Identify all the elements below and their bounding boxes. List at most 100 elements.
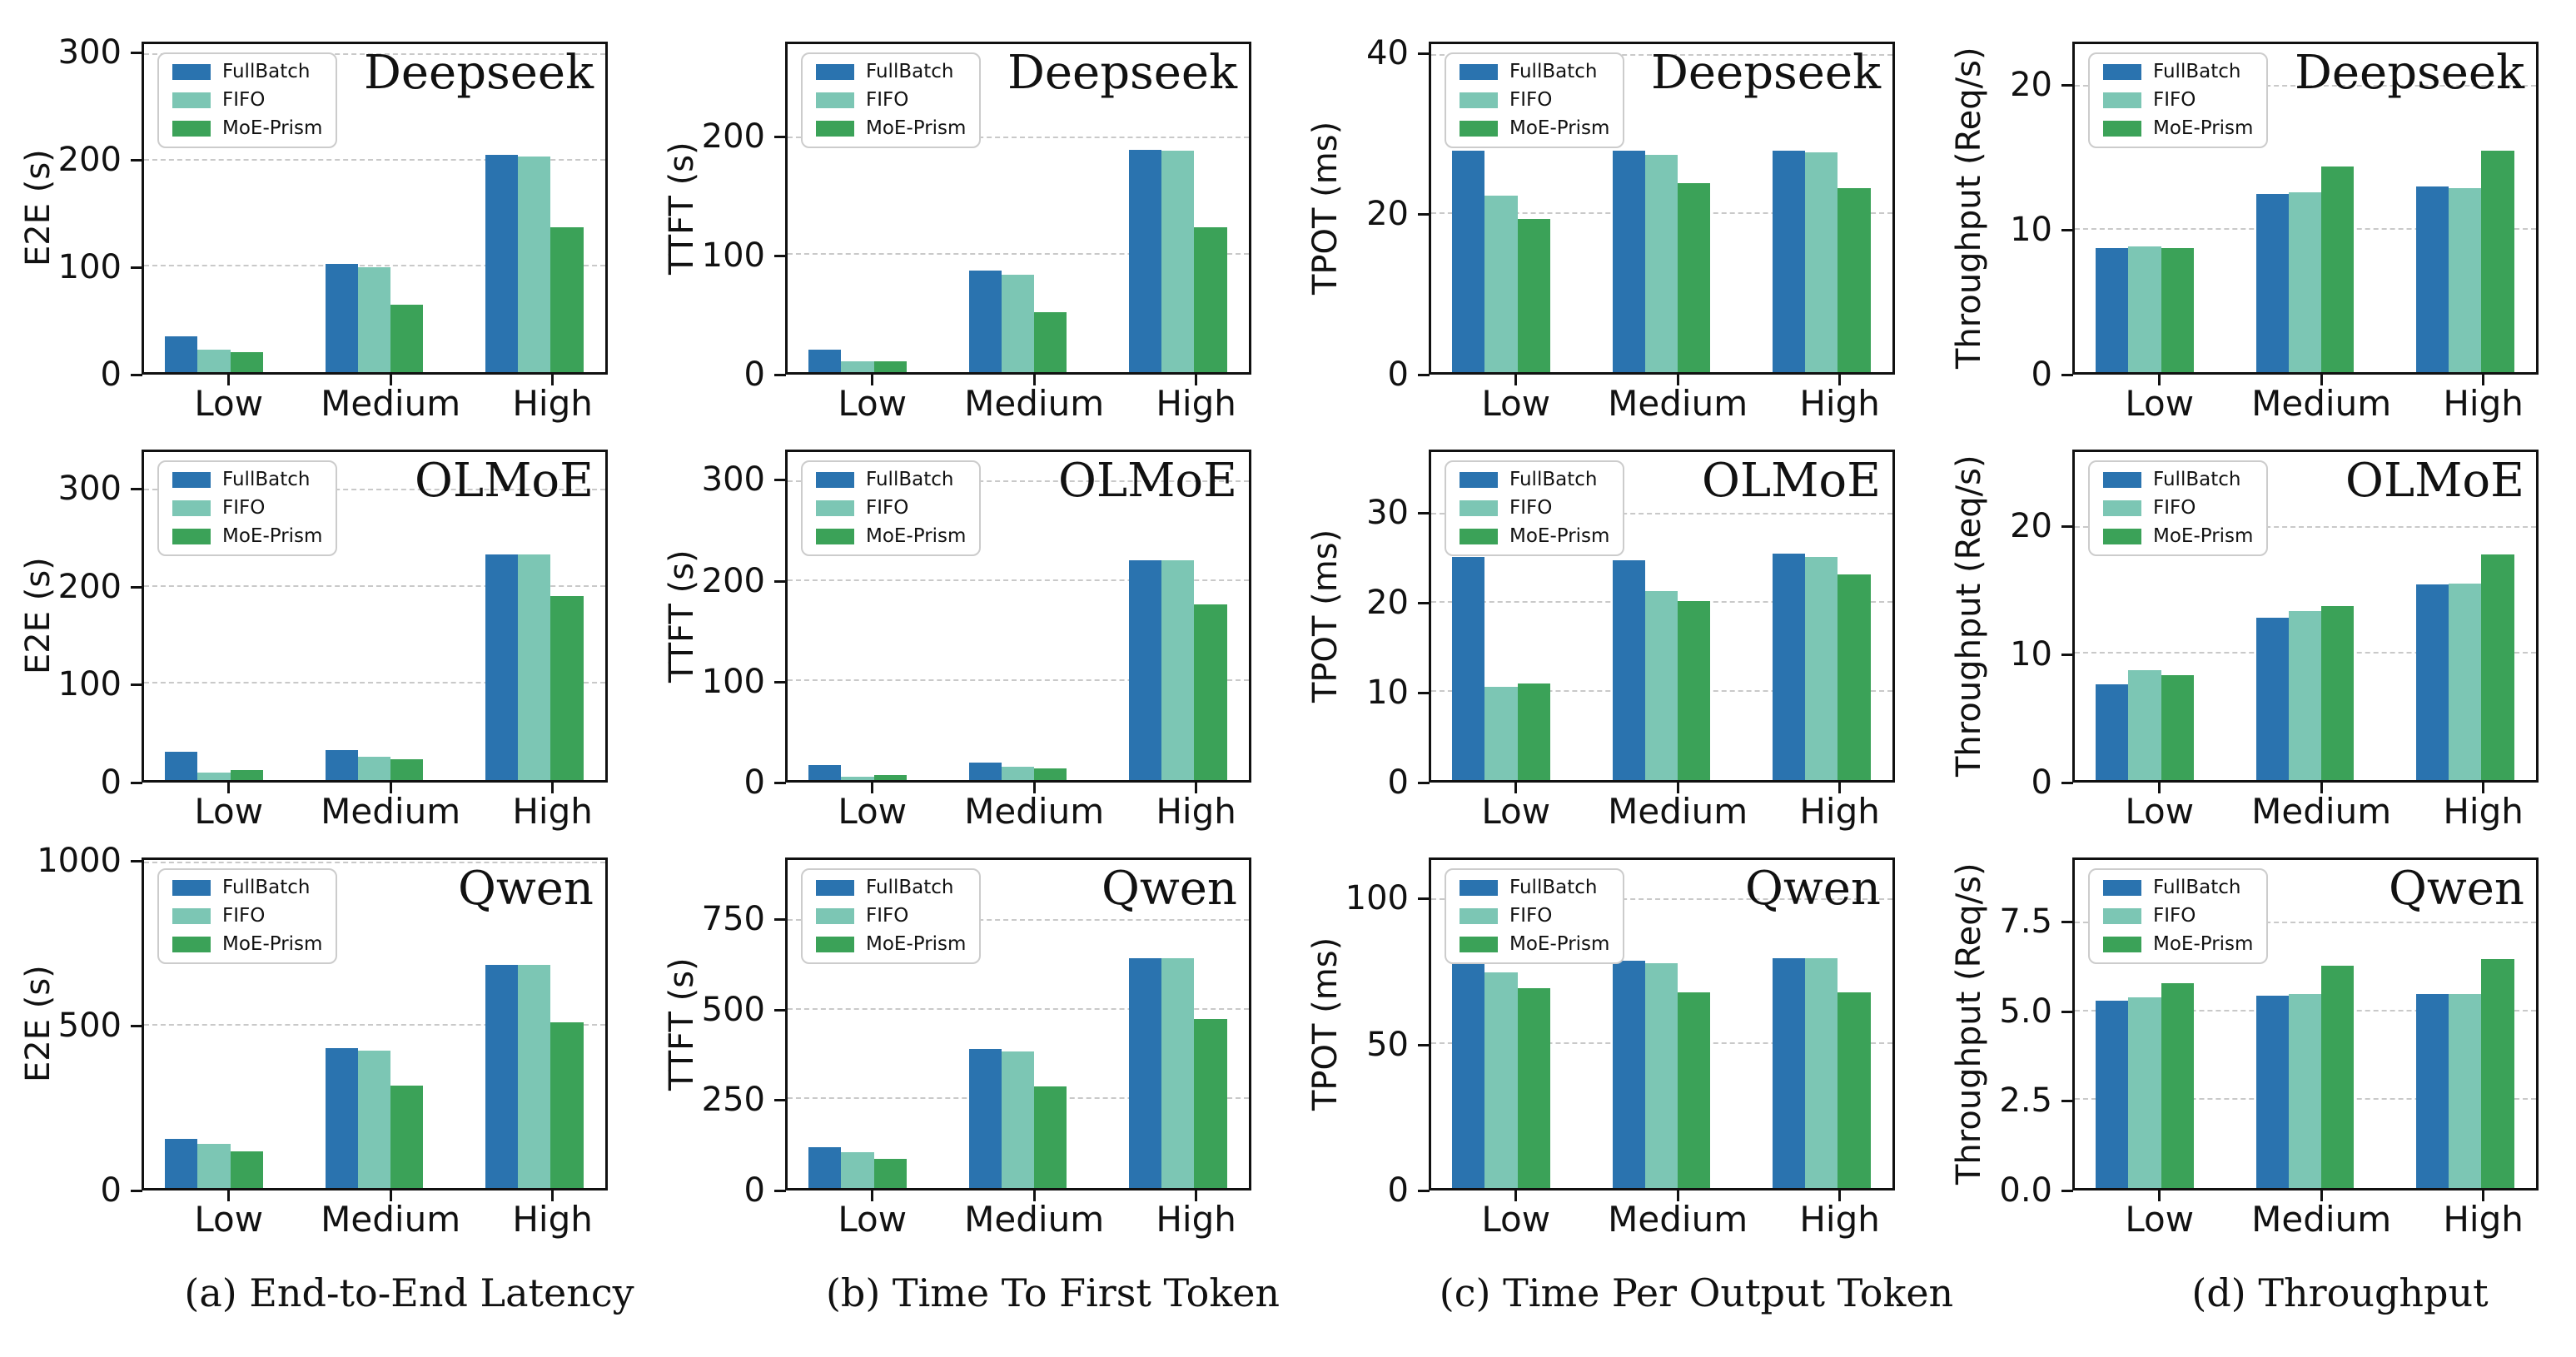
x-tick-mark xyxy=(2158,1190,2161,1201)
x-tick-label-high: High xyxy=(1156,1199,1236,1240)
x-tick-label-low: Low xyxy=(1481,1199,1551,1240)
legend-item-fullbatch: FullBatch xyxy=(816,470,966,490)
plot-area-deepseek-throughput: FullBatch FIFO MoE-Prism Deepseek xyxy=(2072,42,2539,375)
legend-item-fullbatch: FullBatch xyxy=(1460,878,1609,897)
bar-fullbatch-low xyxy=(1452,556,1485,780)
y-tick-label: 0 xyxy=(100,763,122,802)
bar-fifo-medium xyxy=(1644,591,1678,780)
y-tick-mark xyxy=(2061,1100,2073,1103)
legend-item-fifo: FIFO xyxy=(172,907,322,926)
y-tick-mark xyxy=(1418,1190,1430,1192)
x-tick-label-high: High xyxy=(1799,383,1880,424)
y-tick-mark xyxy=(131,158,142,162)
x-tick-mark xyxy=(1514,783,1518,793)
legend-label: FIFO xyxy=(866,497,909,519)
x-tick-mark xyxy=(2482,783,2485,793)
y-tick-mark xyxy=(774,1099,786,1102)
y-tick-mark xyxy=(2061,84,2073,87)
panel-olmoe-throughput: Throughput (Req/s) 0 10 20 Low Medium High Full… xyxy=(1931,450,2574,833)
bar-fullbatch-high xyxy=(2415,186,2449,372)
y-tick-mark xyxy=(774,1190,786,1192)
x-tick-label-medium: Medium xyxy=(2251,383,2392,424)
legend: FullBatch FIFO MoE-Prism xyxy=(157,52,338,148)
x-tick-label-high: High xyxy=(2443,383,2524,424)
bar-moe-prism-high xyxy=(550,226,584,372)
panel-olmoe-tpot: TPOT (ms) 0 10 20 30 Low Medium High FullBatch FI… xyxy=(1287,450,1931,833)
bar-fullbatch-high xyxy=(485,964,519,1188)
x-tick-label-low: Low xyxy=(1481,383,1551,424)
legend-swatch-icon xyxy=(2103,529,2141,544)
legend-label: FIFO xyxy=(222,905,266,927)
bar-fullbatch-low xyxy=(2096,247,2129,372)
legend-label: FIFO xyxy=(222,497,266,519)
panel-title-olmoe: OLMoE xyxy=(2345,454,2524,508)
y-tick-label: 0 xyxy=(743,1171,765,1210)
x-tick-mark xyxy=(1032,783,1036,793)
bar-moe-prism-low xyxy=(230,1151,263,1188)
legend-swatch-icon xyxy=(172,64,211,80)
bar-moe-prism-low xyxy=(2161,983,2194,1188)
bar-fullbatch-high xyxy=(1772,151,1806,372)
bar-fifo-low xyxy=(197,772,231,780)
bar-fullbatch-medium xyxy=(1612,960,1645,1188)
y-tick-label: 100 xyxy=(701,662,765,701)
plot-area-olmoe-throughput: FullBatch FIFO MoE-Prism OLMoE xyxy=(2072,450,2539,783)
x-tick-mark xyxy=(1676,783,1679,793)
y-tick-label: 500 xyxy=(57,1006,122,1045)
gridline-y200 xyxy=(144,585,605,588)
bar-moe-prism-high xyxy=(1838,187,1871,372)
x-tick-mark xyxy=(551,375,554,385)
y-tick-label: 0 xyxy=(1387,355,1409,394)
legend: FullBatch FIFO MoE-Prism xyxy=(157,868,338,964)
y-tick-mark xyxy=(131,1190,142,1192)
y-tick-mark xyxy=(2061,1010,2073,1013)
legend-label: MoE-Prism xyxy=(2153,933,2254,955)
legend-label: MoE-Prism xyxy=(2153,525,2254,547)
caption-row: (a) End-to-End Latency (b) Time To First… xyxy=(0,1270,2576,1315)
x-tick-mark xyxy=(2320,783,2323,793)
bar-moe-prism-low xyxy=(1517,218,1550,372)
x-tick-mark xyxy=(871,783,874,793)
panel-title-deepseek: Deepseek xyxy=(1651,46,1881,100)
y-tick-label: 0 xyxy=(743,763,765,802)
legend-swatch-icon xyxy=(172,121,211,137)
bar-fullbatch-medium xyxy=(968,1048,1002,1188)
gridline-y7.5 xyxy=(2075,922,2536,924)
y-axis-label: E2E (s) xyxy=(19,149,57,267)
gridline-y300 xyxy=(144,52,605,55)
x-tick-label-medium: Medium xyxy=(321,791,461,832)
panel-deepseek-ttft: TTFT (s) 0 100 200 Low Medium High FullBatch FIF… xyxy=(644,42,1287,425)
y-tick-mark xyxy=(1418,691,1430,694)
y-tick-mark xyxy=(2061,525,2073,529)
panel-title-olmoe: OLMoE xyxy=(1057,454,1237,508)
y-tick-mark xyxy=(2061,782,2073,784)
legend-label: FIFO xyxy=(2153,497,2196,519)
legend-item-fullbatch: FullBatch xyxy=(2103,62,2253,82)
bar-moe-prism-medium xyxy=(390,1085,424,1188)
bar-moe-prism-high xyxy=(2481,151,2514,372)
bar-moe-prism-medium xyxy=(2320,167,2355,372)
bar-fullbatch-high xyxy=(1128,957,1162,1188)
bar-moe-prism-high xyxy=(1838,574,1871,780)
bar-fifo-high xyxy=(2449,583,2482,780)
legend-label: MoE-Prism xyxy=(1509,933,1610,955)
y-tick-mark xyxy=(1418,897,1430,901)
bar-moe-prism-medium xyxy=(2320,966,2355,1188)
panel-title-qwen: Qwen xyxy=(457,862,594,916)
bar-fullbatch-low xyxy=(2096,683,2129,780)
legend-label: FullBatch xyxy=(1509,469,1598,490)
legend-label: MoE-Prism xyxy=(866,525,967,547)
legend-item-fullbatch: FullBatch xyxy=(2103,470,2253,490)
legend-item-fifo: FIFO xyxy=(2103,499,2253,518)
y-tick-label: 20 xyxy=(1366,195,1409,234)
legend-label: FullBatch xyxy=(222,61,311,82)
bar-fullbatch-low xyxy=(808,1146,842,1188)
legend-label: FullBatch xyxy=(2153,61,2241,82)
legend-label: FullBatch xyxy=(866,877,954,898)
bar-fullbatch-medium xyxy=(2255,193,2289,372)
bar-fullbatch-low xyxy=(165,336,198,372)
bar-fullbatch-medium xyxy=(325,1047,358,1188)
y-tick-label: 250 xyxy=(701,1081,765,1120)
y-tick-label: 2.5 xyxy=(1999,1081,2052,1121)
y-tick-label: 300 xyxy=(701,460,765,500)
